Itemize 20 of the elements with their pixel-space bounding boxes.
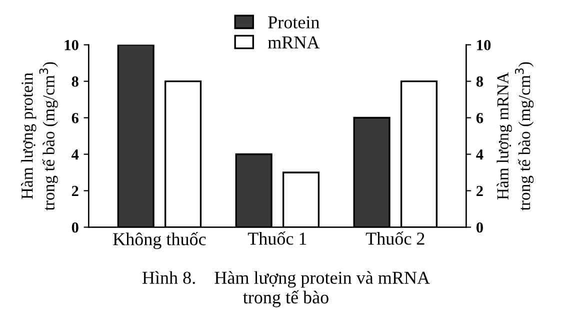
text: Hình 8. Hàm lượng protein và mRNA trong tế bào xyxy=(142,271,430,308)
y-tick-label: 10 xyxy=(64,40,78,50)
legend-label: Protein xyxy=(268,16,320,28)
y2-tick-label: 0 xyxy=(476,222,483,233)
y2-tick-label: 10 xyxy=(477,40,491,50)
x-tick-label: Thuốc 2 xyxy=(366,232,424,245)
y2-tick-label: 4 xyxy=(476,149,484,160)
y-tick-label: 6 xyxy=(72,112,78,124)
x-tick-label: Không thuốc xyxy=(113,232,206,250)
y2-axis-title: Hàm lượng mRNA trong tế bào (mg/cm$^{3}$) xyxy=(496,62,534,211)
y2-tick-label: 8 xyxy=(476,76,484,87)
y-tick-label: 4 xyxy=(72,149,79,160)
y2-tick-label: 6 xyxy=(476,112,484,124)
legend-label: mRNA xyxy=(268,36,320,48)
y-axis-title: Hàm lượng protein trong tế bào (mg/cm$^{3}$) xyxy=(21,62,58,211)
y-tick-label: 8 xyxy=(72,76,78,87)
y2-tick-label: 2 xyxy=(476,186,483,196)
y-tick-label: 2 xyxy=(72,186,78,196)
x-tick-label: Thuốc 1 xyxy=(248,232,306,245)
y-tick-label: 0 xyxy=(72,222,78,233)
